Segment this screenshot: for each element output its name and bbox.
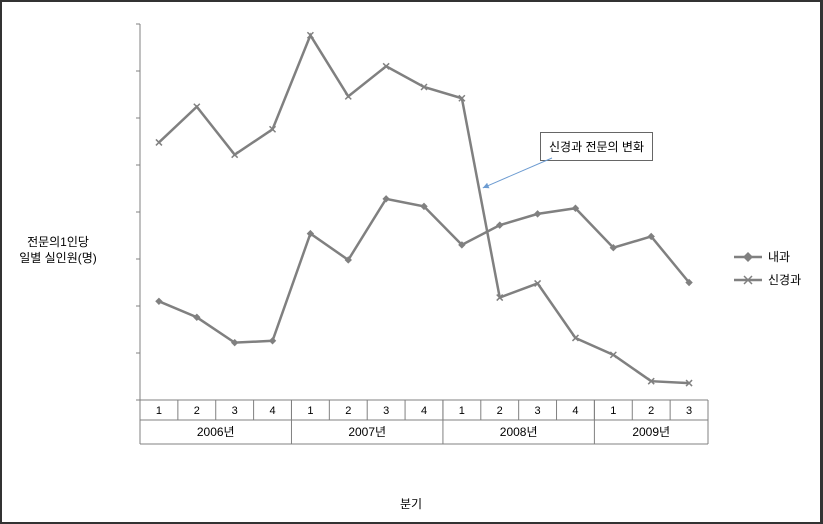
svg-text:4: 4 [572, 405, 578, 417]
legend-swatch-diamond [734, 250, 762, 264]
svg-text:2007년: 2007년 [348, 425, 386, 439]
legend-swatch-x [734, 273, 762, 287]
svg-text:3: 3 [686, 405, 692, 417]
svg-text:3: 3 [232, 405, 238, 417]
legend-item-naegwa: 내과 [734, 248, 808, 265]
y-axis-label-line2: 일별 실인원(명) [10, 250, 106, 266]
svg-text:1: 1 [156, 405, 162, 417]
y-axis-label: 전문의1인당 일별 실인원(명) [10, 234, 106, 266]
svg-text:3: 3 [535, 405, 541, 417]
legend-label: 신경과 [768, 271, 801, 288]
chart-svg: 00.511.522.533.541234123412341232006년200… [132, 20, 712, 488]
svg-text:2: 2 [497, 405, 503, 417]
svg-text:2008년: 2008년 [500, 425, 538, 439]
svg-text:4: 4 [421, 405, 427, 417]
legend-label: 내과 [768, 248, 790, 265]
svg-text:2: 2 [345, 405, 351, 417]
svg-text:2009년: 2009년 [632, 425, 670, 439]
y-axis-label-line1: 전문의1인당 [10, 234, 106, 250]
legend: 내과 신경과 [734, 242, 808, 294]
legend-item-singyeonggwa: 신경과 [734, 271, 808, 288]
svg-text:2: 2 [194, 405, 200, 417]
svg-text:1: 1 [307, 405, 313, 417]
svg-text:3: 3 [383, 405, 389, 417]
plot-area: 00.511.522.533.541234123412341232006년200… [132, 20, 712, 440]
chart-frame: 전문의1인당 일별 실인원(명) 분기 내과 신경과 신경과 전문의 변화 00… [0, 0, 823, 524]
svg-text:1: 1 [459, 405, 465, 417]
svg-text:2: 2 [648, 405, 654, 417]
x-axis-label: 분기 [400, 495, 422, 512]
svg-text:1: 1 [610, 405, 616, 417]
svg-text:4: 4 [269, 405, 275, 417]
svg-text:2006년: 2006년 [197, 425, 235, 439]
